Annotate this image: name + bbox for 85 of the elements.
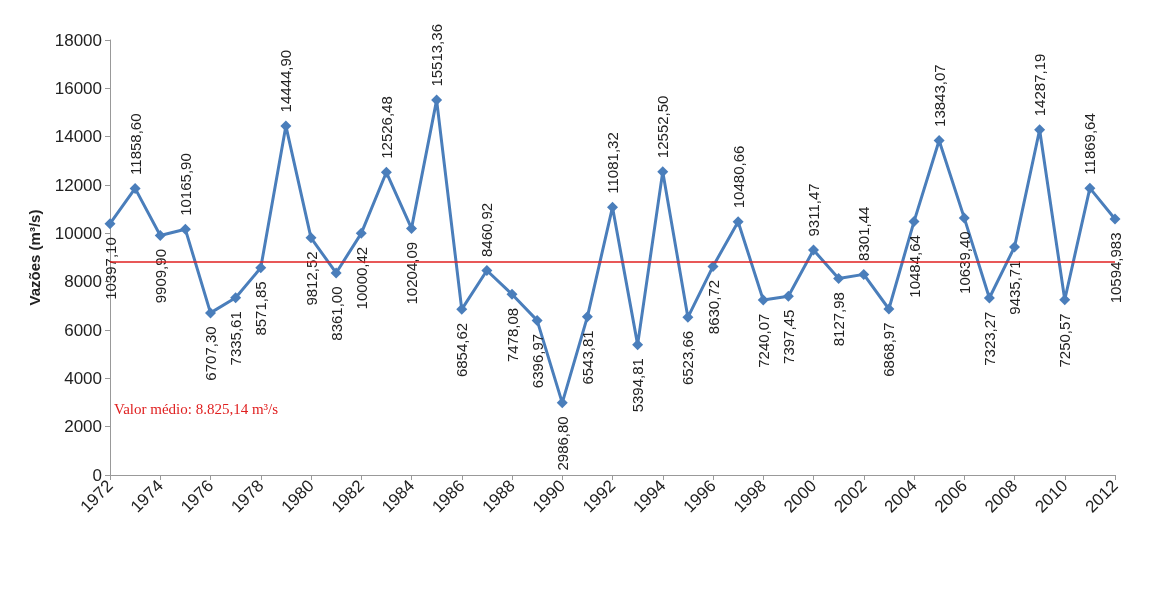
data-label: 14444,90 xyxy=(277,49,295,113)
point xyxy=(104,218,116,230)
data-label: 6396,97 xyxy=(528,333,546,389)
data-label: 10397,10 xyxy=(101,237,119,300)
data-label: 6707,30 xyxy=(202,326,219,381)
data-label: 11858,60 xyxy=(126,113,144,175)
y-tick-label: 12000 xyxy=(54,175,102,195)
point xyxy=(154,230,166,242)
data-label: 6523,66 xyxy=(679,330,697,386)
point xyxy=(757,294,769,306)
data-label: 13843,07 xyxy=(930,64,948,127)
data-label: 7240,07 xyxy=(754,313,772,368)
point xyxy=(732,216,744,228)
point xyxy=(129,182,141,194)
data-label: 10204,09 xyxy=(403,241,420,305)
point xyxy=(682,311,694,323)
point xyxy=(506,288,518,300)
data-label: 7478,08 xyxy=(503,307,521,363)
data-label: 6868,97 xyxy=(880,322,898,377)
point xyxy=(531,314,543,326)
y-tick-label: 4000 xyxy=(64,368,102,388)
point xyxy=(179,223,191,235)
data-label: 7323,27 xyxy=(980,311,998,366)
point xyxy=(858,268,870,280)
data-label: 9311,47 xyxy=(805,183,822,237)
data-label: 6854,62 xyxy=(453,322,471,378)
data-label: 15513,36 xyxy=(428,24,446,87)
data-label: 2986,80 xyxy=(553,416,571,471)
y-tick-label: 14000 xyxy=(54,127,102,147)
data-label: 7335,61 xyxy=(227,311,245,366)
data-label: 8630,72 xyxy=(704,279,722,335)
data-label: 8127,98 xyxy=(830,292,848,347)
point xyxy=(1109,213,1121,225)
point xyxy=(883,303,895,315)
data-label: 8460,92 xyxy=(478,202,496,258)
point xyxy=(908,216,920,228)
point xyxy=(556,397,568,409)
point xyxy=(808,244,819,256)
data-label: 8361,00 xyxy=(327,286,345,341)
data-label: 12552,50 xyxy=(654,95,672,159)
point xyxy=(581,311,593,323)
point xyxy=(958,212,970,224)
y-tick-label: 8000 xyxy=(64,272,102,292)
y-tick-label: 10000 xyxy=(54,223,102,243)
data-label: 9812,52 xyxy=(302,251,320,306)
y-tick-label: 2000 xyxy=(64,417,102,437)
point xyxy=(255,262,267,274)
y-tick-label: 0 xyxy=(92,465,102,485)
point xyxy=(983,292,995,304)
data-label: 10000,42 xyxy=(352,246,370,310)
data-label: 9435,71 xyxy=(1006,260,1023,315)
point xyxy=(456,303,468,315)
data-label: 10165,90 xyxy=(176,153,194,216)
point xyxy=(230,292,242,304)
data-label: 11081,32 xyxy=(604,132,621,194)
data-label: 12526,48 xyxy=(377,96,395,159)
point xyxy=(933,134,945,146)
data-label: 7397,45 xyxy=(779,309,797,364)
point xyxy=(380,166,392,178)
data-label: 10484,64 xyxy=(905,235,923,298)
y-axis-title: Vazões (m³/s) xyxy=(26,209,43,306)
data-label: 8301,44 xyxy=(855,206,873,261)
data-label: 10480,66 xyxy=(729,145,747,209)
point xyxy=(1084,182,1096,194)
data-label: 5394,81 xyxy=(629,358,647,413)
point xyxy=(355,227,367,239)
point xyxy=(330,267,342,279)
data-label: 8571,85 xyxy=(252,281,270,336)
data-label: 9909,90 xyxy=(151,249,169,304)
point xyxy=(833,273,845,285)
data-label: 14287,19 xyxy=(1031,53,1049,117)
data-label: 10639,40 xyxy=(955,231,973,294)
point xyxy=(1009,241,1020,253)
y-tick-label: 16000 xyxy=(54,78,102,98)
point xyxy=(305,232,317,244)
data-label: 6543,81 xyxy=(578,330,596,385)
data-label: 7250,57 xyxy=(1056,313,1074,368)
data-label: 11869,64 xyxy=(1081,113,1099,175)
point xyxy=(481,265,493,277)
y-tick-label: 18000 xyxy=(54,30,102,50)
point xyxy=(782,290,794,302)
y-tick-label: 6000 xyxy=(64,320,102,340)
ref-line-label: Valor médio: 8.825,14 m³/s xyxy=(114,401,279,418)
point xyxy=(205,307,216,319)
data-label: 10594,983 xyxy=(1106,232,1124,304)
